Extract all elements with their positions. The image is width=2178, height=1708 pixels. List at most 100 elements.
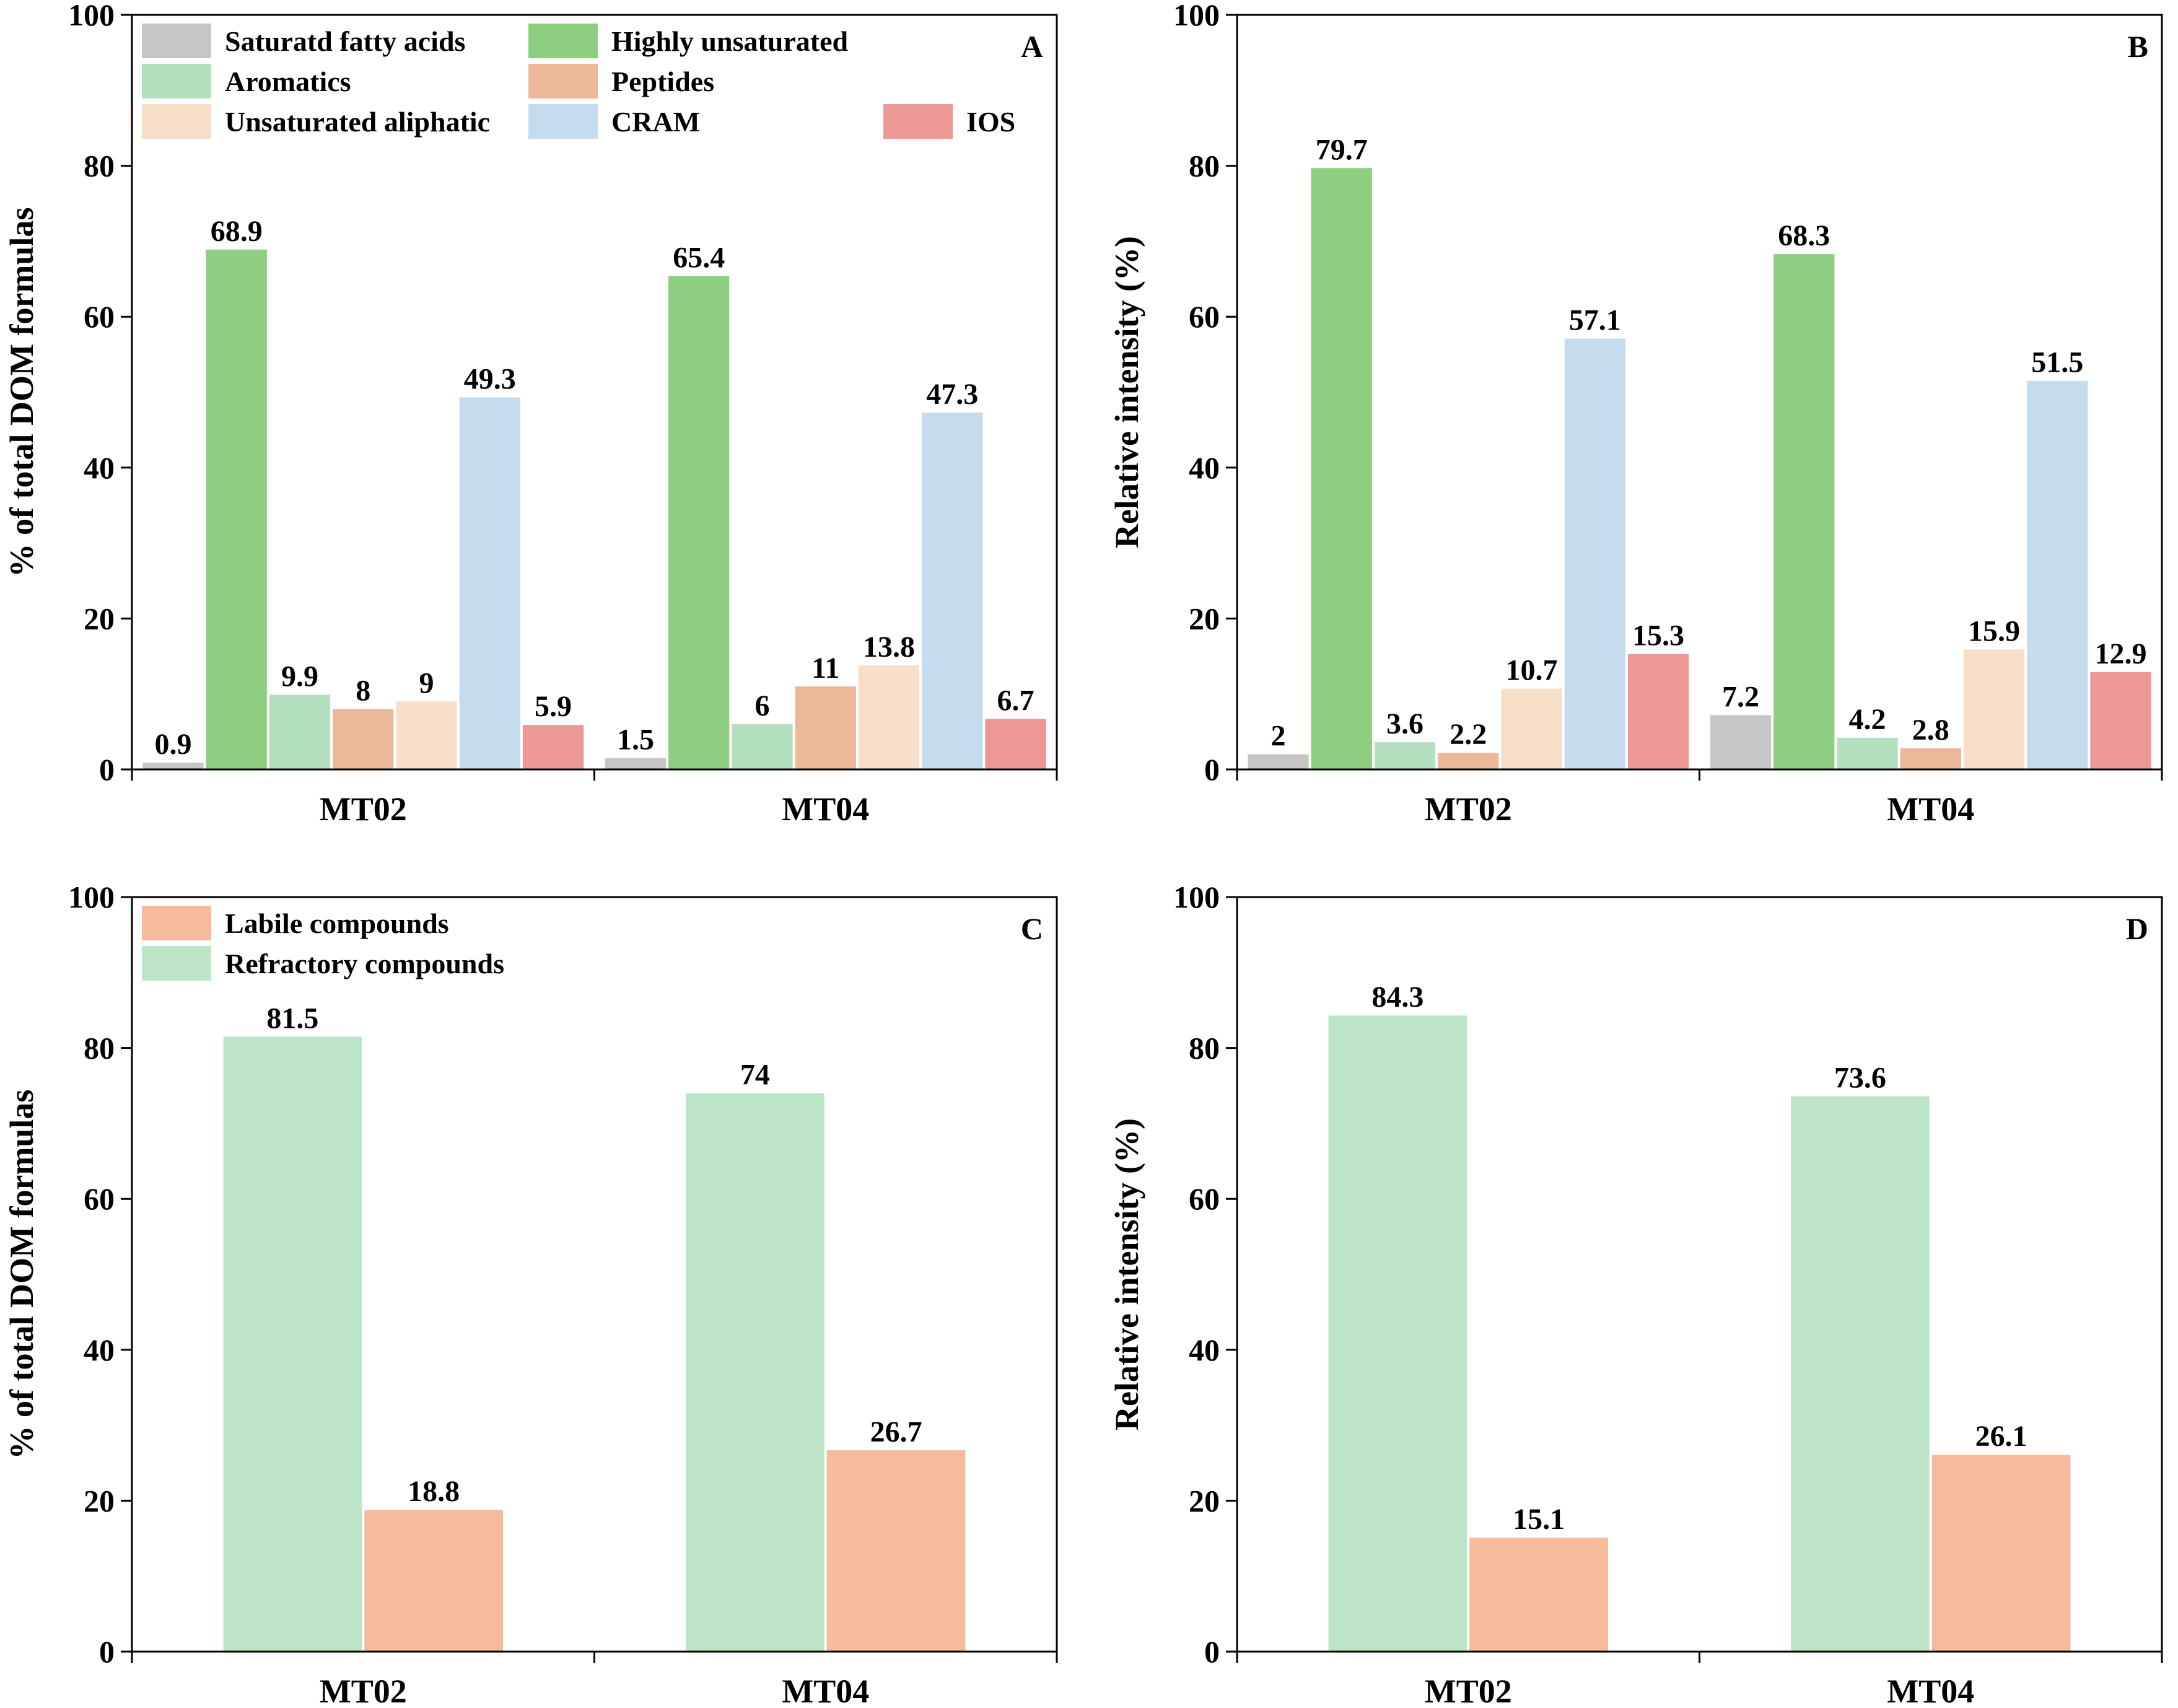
y-tick-label: 80	[84, 149, 115, 183]
y-tick-label: 80	[1189, 1031, 1220, 1066]
legend: Saturatd fatty acids Highly unsaturated Ar…	[142, 24, 1015, 139]
y-tick-label: 20	[1189, 1483, 1220, 1518]
legend-swatch	[142, 104, 211, 139]
panel-a: 0.9 1.5 68.9 65.4 9.9 6 8 11 9 13.8 49.3 47.3 5.9 6.7…	[3, 0, 1058, 828]
bar-value-label: 47.3	[926, 378, 978, 411]
y-axis-title: % of total DOM formulas	[3, 208, 40, 577]
bar-value-label: 6	[754, 690, 769, 722]
bar-panel-b-mt04-s6	[2090, 672, 2151, 769]
y-tick-label: 40	[1189, 1333, 1220, 1367]
bar-panel-b-mt04-s4	[1963, 649, 2025, 769]
bar-value-label: 13.8	[863, 631, 915, 663]
x-category-label: MT02	[320, 790, 407, 828]
bar-value-label: 9	[419, 667, 434, 699]
y-tick-label: 0	[99, 1634, 115, 1669]
bar-panel-a-mt04-s2	[732, 724, 793, 769]
legend-label: Aromatics	[225, 66, 351, 97]
bar-panel-a-mt02-s4	[396, 701, 457, 769]
bar-panel-a-mt02-s2	[269, 694, 331, 769]
bar-panel-d-mt04-s1	[1931, 1455, 2071, 1652]
bar-value-label: 0.9	[154, 728, 191, 761]
bar-panel-a-mt02-s3	[333, 709, 394, 769]
bar-value-label: 51.5	[2031, 346, 2083, 379]
bar-panel-a-mt02-s1	[206, 249, 267, 770]
legend-swatch	[883, 104, 953, 139]
bar-value-label: 8	[356, 675, 370, 707]
y-tick-label: 0	[1204, 752, 1220, 787]
bar-panel-b-mt02-s4	[1501, 688, 1562, 769]
y-tick-label: 60	[84, 299, 115, 334]
x-category-label: MT02	[1425, 790, 1512, 828]
panel-letter: A	[1021, 29, 1043, 64]
bar-panel-a-mt04-s4	[858, 665, 920, 769]
bar-panel-a-mt04-s3	[795, 686, 856, 769]
y-tick-label: 100	[1173, 0, 1220, 32]
y-tick-label: 100	[68, 0, 115, 32]
bar-value-label: 6.7	[997, 684, 1034, 717]
legend-label: Refractory compounds	[225, 948, 504, 979]
x-category-label: MT02	[1425, 1673, 1512, 1708]
bar-panel-b-mt04-s3	[1900, 748, 1961, 769]
y-tick-label: 20	[1189, 601, 1220, 636]
y-tick-label: 0	[1204, 1634, 1220, 1669]
y-tick-label: 0	[99, 752, 115, 787]
legend-swatch	[142, 64, 211, 99]
bar-panel-a-mt04-s0	[605, 758, 667, 769]
bar-panel-a-mt02-s0	[142, 763, 204, 769]
legend-label: Peptides	[611, 66, 714, 97]
bar-value-label: 5.9	[535, 690, 572, 723]
y-tick-label: 20	[84, 601, 115, 636]
x-category-label: MT04	[1887, 790, 1974, 828]
bar-panel-b-mt02-s3	[1438, 753, 1499, 769]
bar-value-label: 15.1	[1513, 1503, 1565, 1536]
legend-label: Labile compounds	[225, 908, 449, 939]
y-tick-label: 40	[84, 1333, 115, 1367]
bar-value-label: 7.2	[1722, 680, 1759, 713]
x-category-label: MT04	[1887, 1673, 1974, 1708]
legend-label: CRAM	[611, 106, 700, 138]
bar-panel-c-mt04-s1	[826, 1450, 966, 1652]
bar-value-label: 68.9	[211, 215, 263, 248]
legend-label: Saturatd fatty acids	[225, 25, 465, 57]
y-tick-label: 100	[1173, 880, 1220, 914]
bar-value-label: 68.3	[1778, 219, 1830, 252]
bar-value-label: 15.3	[1632, 620, 1684, 652]
bar-value-label: 26.1	[1975, 1420, 2027, 1453]
panel-d: 84.3 73.6 15.1 26.1 0 20 40 60 80 100 MT02 MT04 Rela…	[1108, 880, 2163, 1708]
y-tick-label: 60	[1189, 299, 1220, 334]
bar-value-label: 74	[740, 1059, 770, 1092]
y-tick-label: 100	[68, 880, 115, 914]
bar-panel-b-mt04-s2	[1837, 737, 1898, 769]
bar-value-label: 2.2	[1450, 718, 1487, 751]
bar-panel-d-mt02-s0	[1328, 1015, 1467, 1652]
panel-letter: B	[2128, 29, 2148, 64]
bar-value-label: 2.8	[1912, 714, 1949, 747]
legend-swatch	[528, 104, 598, 139]
bar-panel-a-mt04-s1	[668, 276, 730, 770]
bar-value-label: 12.9	[2095, 637, 2147, 670]
y-tick-label: 60	[84, 1181, 115, 1216]
bar-value-label: 49.3	[464, 363, 516, 396]
bar-value-label: 4.2	[1848, 703, 1886, 736]
y-axis-title: % of total DOM formulas	[3, 1090, 40, 1460]
panel-letter: D	[2126, 911, 2148, 946]
bar-value-label: 84.3	[1371, 981, 1424, 1014]
y-axis-title: Relative intensity (%)	[1108, 1118, 1145, 1430]
legend-label: Highly unsaturated	[611, 25, 849, 57]
bar-panel-b-mt04-s0	[1710, 715, 1772, 769]
bar-panel-b-mt02-s1	[1311, 168, 1372, 769]
bar-panel-c-mt04-s0	[686, 1093, 824, 1652]
legend-label: Unsaturated aliphatic	[225, 106, 490, 138]
bar-value-label: 18.8	[408, 1475, 460, 1508]
y-tick-label: 80	[84, 1031, 115, 1066]
bar-value-label: 9.9	[281, 660, 318, 693]
legend-swatch	[528, 64, 598, 99]
legend-swatch	[142, 906, 211, 940]
bar-value-label: 65.4	[673, 241, 725, 274]
bar-value-label: 73.6	[1834, 1062, 1886, 1095]
bar-panel-b-mt04-s5	[2027, 380, 2088, 769]
bar-panel-b-mt02-s6	[1627, 654, 1689, 769]
bar-panel-b-mt02-s0	[1248, 754, 1309, 769]
x-category-label: MT04	[782, 790, 869, 828]
